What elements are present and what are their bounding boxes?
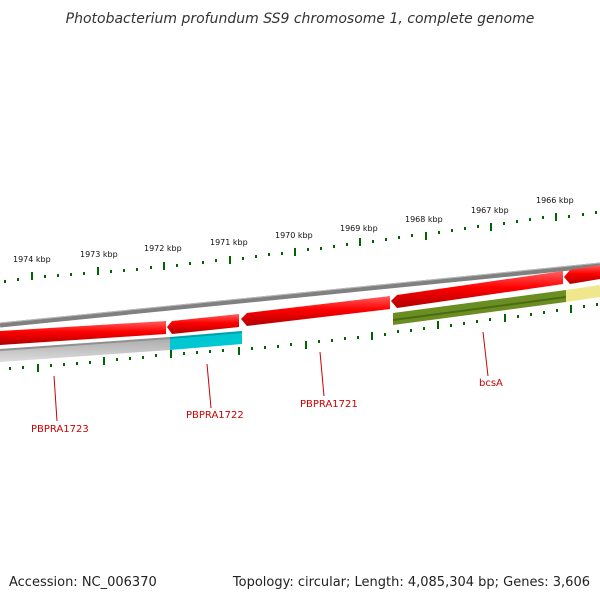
gene-label-pbpra1722[interactable]: PBPRA1722	[186, 410, 244, 421]
map-title: Photobacterium profundum SS9 chromosome …	[66, 11, 535, 27]
gene-arrow[interactable]	[564, 265, 600, 284]
gene-arrow[interactable]	[0, 321, 166, 345]
scale-label: 1972 kbp	[144, 244, 182, 253]
gene-arrow[interactable]	[391, 271, 563, 308]
gene-arrow[interactable]	[167, 314, 239, 334]
chromosome-backbone	[0, 262, 600, 328]
scale-label: 1971 kbp	[210, 238, 248, 247]
scale-label: 1973 kbp	[80, 250, 118, 259]
gene-label-pbpra1721[interactable]: PBPRA1721	[300, 399, 358, 410]
label-leaders	[53, 331, 489, 422]
inner-scale-ticks	[9, 303, 598, 372]
scale-label: 1969 kbp	[340, 224, 378, 233]
gene-labels: PBPRA1723 PBPRA1722 PBPRA1721 bcsA	[31, 378, 503, 435]
scale-labels: 1974 kbp 1973 kbp 1972 kbp 1971 kbp 1970…	[13, 196, 574, 264]
genome-summary: Topology: circular; Length: 4,085,304 bp…	[232, 575, 590, 590]
gene-label-bcsa[interactable]: bcsA	[479, 378, 503, 389]
gene-arrow[interactable]	[241, 296, 390, 326]
forward-strand-genes	[0, 265, 600, 345]
feature-yellow[interactable]	[566, 285, 600, 302]
accession-label: Accession: NC_006370	[9, 575, 157, 590]
feature-grey[interactable]	[0, 338, 170, 362]
scale-label: 1974 kbp	[13, 255, 51, 264]
scale-label: 1970 kbp	[275, 231, 313, 240]
scale-label: 1968 kbp	[405, 215, 443, 224]
scale-label: 1966 kbp	[536, 196, 574, 205]
scale-label: 1967 kbp	[471, 206, 509, 215]
reverse-strand-features	[0, 285, 600, 362]
outer-scale-ticks	[4, 211, 597, 283]
gene-label-pbpra1723[interactable]: PBPRA1723	[31, 424, 89, 435]
